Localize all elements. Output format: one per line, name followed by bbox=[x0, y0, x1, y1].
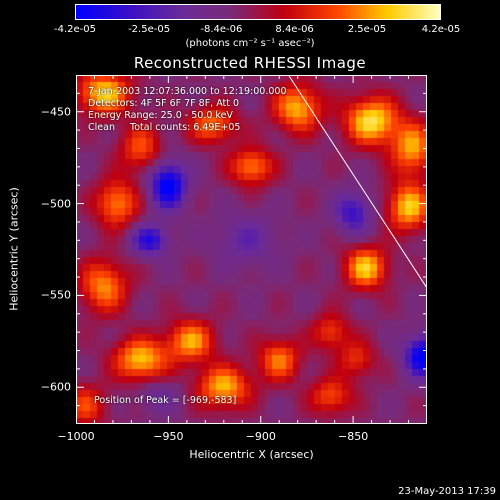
time-range-label: 7-Jan-2003 12:07:36.000 to 12:19:00.000 bbox=[88, 86, 287, 97]
colorbar-tick-label: 8.4e-06 bbox=[275, 24, 314, 35]
y-tick-label: −550 bbox=[40, 288, 71, 302]
x-axis-label: Heliocentric X (arcsec) bbox=[189, 448, 314, 461]
clean-counts-label: Clean Total counts: 6.49E+05 bbox=[88, 122, 241, 133]
x-tick-label: −850 bbox=[337, 430, 369, 443]
colorbar-tick-label: -8.4e-06 bbox=[200, 24, 243, 35]
y-tick-label: −500 bbox=[40, 197, 71, 211]
colorbar-tick-label: -2.5e-05 bbox=[128, 24, 171, 35]
chart-title: Reconstructed RHESSI Image bbox=[133, 54, 367, 72]
colorbar-tick-label: 2.5e-05 bbox=[347, 24, 387, 35]
colorbar-units-label: (photons cm⁻² s⁻¹ asec⁻²) bbox=[185, 38, 315, 49]
colorbar-tick-label: -4.2e-05 bbox=[54, 24, 96, 35]
peak-position-label: Position of Peak = [-969,-583] bbox=[94, 395, 237, 406]
x-tick-label: −1000 bbox=[57, 430, 95, 443]
plot-area: 7-Jan-2003 12:07:36.000 to 12:19:00.000 … bbox=[76, 75, 427, 424]
heatmap-image bbox=[76, 75, 427, 424]
y-tick-label: −600 bbox=[40, 380, 71, 394]
detectors-label: Detectors: 4F 5F 6F 7F 8F, Att 0 bbox=[88, 98, 240, 109]
energy-range-label: Energy Range: 25.0 - 50.0 keV bbox=[88, 110, 233, 121]
colorbar-tick-label: 4.2e-05 bbox=[421, 24, 461, 35]
y-tick-label: −450 bbox=[40, 105, 71, 119]
plot-overlay bbox=[76, 75, 427, 424]
plot-border bbox=[76, 75, 427, 424]
colorbar bbox=[75, 4, 441, 20]
y-axis-label: Heliocentric Y (arcsec) bbox=[7, 187, 21, 311]
x-tick-label: −900 bbox=[245, 430, 276, 443]
timestamp: 23-May-2013 17:39 bbox=[398, 486, 496, 497]
solar-limb-line bbox=[288, 75, 427, 289]
x-tick-label: −950 bbox=[153, 430, 184, 443]
axis-ticks bbox=[76, 75, 427, 424]
